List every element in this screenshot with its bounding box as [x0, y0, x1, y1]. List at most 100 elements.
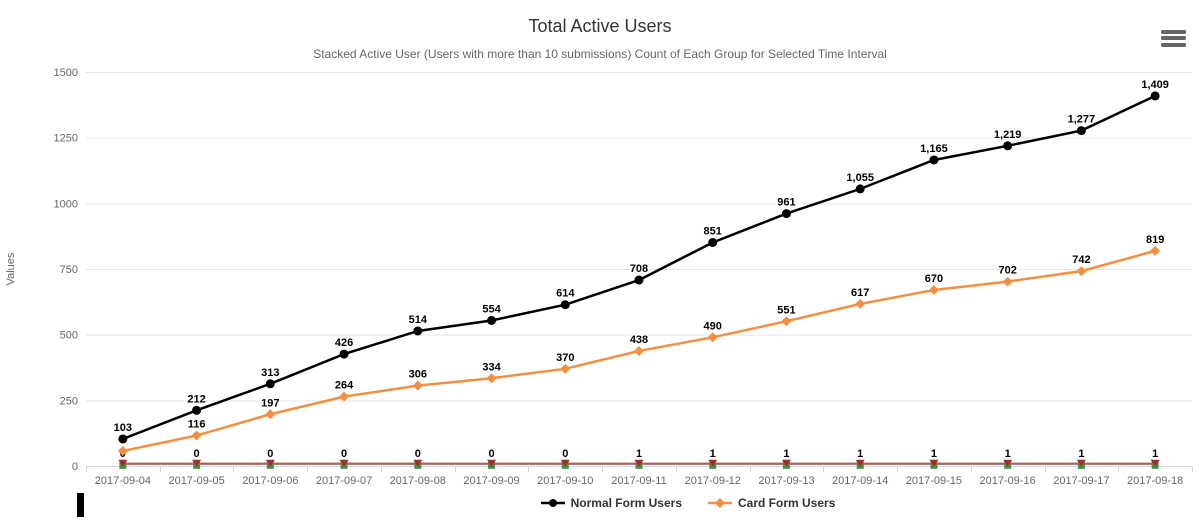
svg-text:0: 0	[562, 448, 568, 460]
data-point[interactable]	[634, 345, 644, 356]
svg-text:614: 614	[556, 288, 575, 300]
svg-text:2017-09-18: 2017-09-18	[1127, 475, 1183, 487]
data-point[interactable]	[192, 459, 202, 467]
data-point[interactable]	[413, 459, 423, 467]
data-point[interactable]	[487, 459, 497, 467]
svg-text:961: 961	[777, 197, 795, 209]
svg-text:617: 617	[851, 287, 869, 299]
data-point[interactable]	[1003, 141, 1013, 151]
svg-text:2017-09-04: 2017-09-04	[95, 475, 151, 487]
data-point[interactable]	[487, 315, 497, 325]
hamburger-icon	[1161, 42, 1186, 47]
data-point[interactable]	[118, 434, 128, 444]
data-point[interactable]	[486, 373, 497, 384]
svg-text:2017-09-09: 2017-09-09	[463, 475, 519, 487]
data-point[interactable]	[634, 275, 644, 285]
data-point[interactable]	[1002, 276, 1013, 287]
data-point[interactable]	[855, 298, 866, 309]
svg-text:2017-09-13: 2017-09-13	[758, 475, 814, 487]
svg-text:500: 500	[60, 330, 78, 342]
svg-text:1,277: 1,277	[1068, 114, 1096, 126]
data-point[interactable]	[265, 379, 275, 389]
svg-text:1: 1	[1005, 448, 1011, 460]
data-point[interactable]	[339, 459, 349, 467]
svg-text:0: 0	[72, 461, 78, 473]
data-point[interactable]	[634, 459, 644, 467]
data-point[interactable]	[708, 459, 718, 467]
svg-text:702: 702	[998, 265, 1016, 277]
svg-text:1,219: 1,219	[994, 129, 1022, 141]
data-point[interactable]	[781, 459, 791, 467]
data-point[interactable]	[339, 349, 349, 359]
svg-text:1: 1	[1078, 448, 1084, 460]
legend-label: Card Form Users	[738, 496, 836, 510]
data-point[interactable]	[1150, 459, 1160, 467]
legend-item-card-form-users[interactable]: Card Form Users	[708, 496, 835, 510]
legend-label: Normal Form Users	[570, 496, 682, 510]
svg-text:250: 250	[60, 395, 78, 407]
data-point[interactable]	[412, 380, 423, 391]
data-point[interactable]	[118, 459, 128, 467]
svg-text:426: 426	[335, 337, 353, 349]
svg-text:2017-09-11: 2017-09-11	[611, 475, 666, 487]
svg-text:819: 819	[1146, 234, 1164, 246]
svg-text:1,409: 1,409	[1141, 79, 1169, 91]
data-point[interactable]	[1076, 126, 1086, 136]
data-point[interactable]	[191, 430, 202, 441]
svg-text:264: 264	[335, 380, 354, 392]
svg-text:2017-09-14: 2017-09-14	[832, 475, 888, 487]
export-menu-button[interactable]	[1161, 30, 1186, 48]
svg-text:2017-09-05: 2017-09-05	[168, 475, 224, 487]
svg-text:334: 334	[482, 361, 501, 373]
data-point[interactable]	[855, 459, 865, 467]
svg-text:750: 750	[60, 264, 78, 276]
legend-item-normal-form-users[interactable]: Normal Form Users	[540, 496, 682, 510]
data-point[interactable]	[339, 391, 350, 402]
svg-text:1: 1	[857, 448, 863, 460]
svg-text:0: 0	[415, 448, 421, 460]
chart-subtitle: Stacked Active User (Users with more tha…	[313, 47, 887, 61]
data-point[interactable]	[413, 326, 423, 336]
data-point[interactable]	[560, 459, 570, 467]
data-point[interactable]	[265, 459, 275, 467]
svg-text:708: 708	[630, 263, 648, 275]
svg-text:0: 0	[488, 448, 494, 460]
data-point[interactable]	[1076, 266, 1087, 277]
data-point[interactable]	[560, 300, 570, 310]
data-point[interactable]	[560, 363, 571, 374]
data-point[interactable]	[929, 459, 939, 467]
svg-text:1: 1	[783, 448, 789, 460]
data-point[interactable]	[708, 237, 718, 247]
hamburger-icon	[1161, 36, 1186, 41]
svg-text:2017-09-06: 2017-09-06	[242, 475, 298, 487]
data-point[interactable]	[929, 155, 939, 165]
svg-text:2017-09-16: 2017-09-16	[980, 475, 1036, 487]
data-point[interactable]	[928, 285, 939, 296]
data-point[interactable]	[1003, 459, 1013, 467]
svg-text:2017-09-17: 2017-09-17	[1053, 475, 1109, 487]
svg-text:490: 490	[704, 320, 722, 332]
svg-text:212: 212	[187, 393, 205, 405]
data-point[interactable]	[707, 332, 718, 343]
data-point[interactable]	[1150, 91, 1160, 101]
data-point[interactable]	[117, 446, 128, 457]
data-point[interactable]	[781, 209, 791, 219]
legend-marker-diamond-icon	[708, 498, 732, 508]
svg-text:1500: 1500	[54, 67, 78, 79]
svg-text:1,055: 1,055	[846, 172, 874, 184]
data-point[interactable]	[1150, 245, 1161, 256]
svg-text:670: 670	[925, 273, 943, 285]
svg-text:2017-09-12: 2017-09-12	[685, 475, 741, 487]
svg-text:1250: 1250	[54, 133, 78, 145]
svg-text:1000: 1000	[54, 198, 78, 210]
svg-text:1: 1	[710, 448, 716, 460]
data-point[interactable]	[265, 409, 276, 420]
svg-text:116: 116	[188, 419, 206, 431]
svg-text:0: 0	[194, 448, 200, 460]
data-point[interactable]	[781, 316, 792, 327]
data-point[interactable]	[192, 405, 202, 415]
data-point[interactable]	[855, 184, 865, 194]
svg-text:0: 0	[341, 448, 347, 460]
data-point[interactable]	[1076, 459, 1086, 467]
